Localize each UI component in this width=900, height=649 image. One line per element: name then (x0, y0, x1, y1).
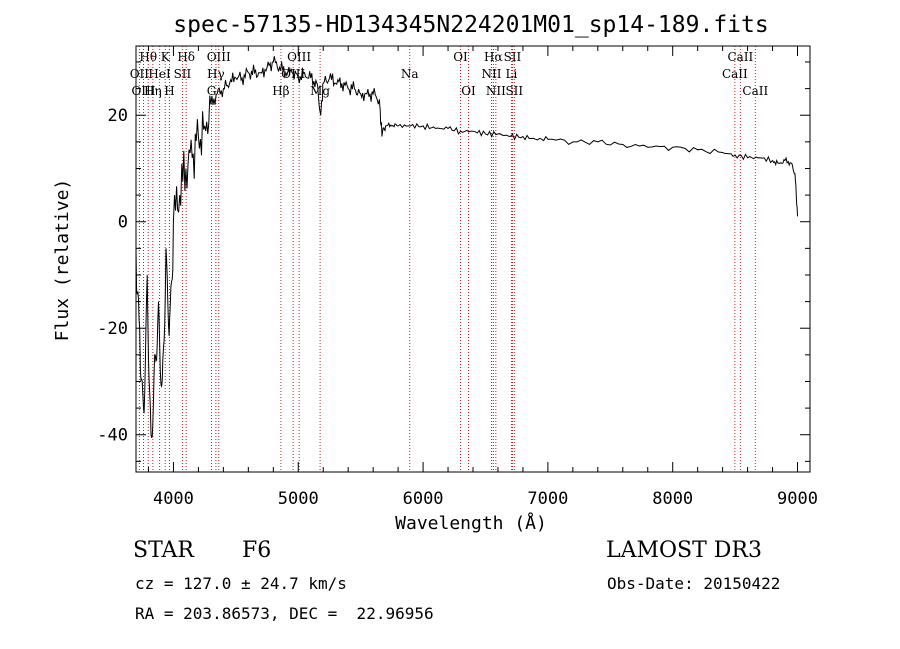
object-class: STAR (133, 538, 194, 563)
x-axis-label: Wavelength (Å) (395, 512, 547, 534)
marker-label: H (164, 84, 174, 98)
y-tick-label: -40 (97, 426, 128, 446)
object-subclass: F6 (242, 538, 272, 563)
y-tick-label: 20 (108, 106, 128, 126)
marker-label: SII (174, 67, 192, 81)
marker-label: Hθ (139, 50, 157, 64)
redshift-cz: cz = 127.0 ± 24.7 km/s (135, 574, 347, 593)
marker-label: HeI (148, 67, 171, 81)
x-tick-label: 9000 (777, 489, 818, 509)
marker-label: Hδ (177, 50, 195, 64)
x-tick-label: 4000 (153, 489, 194, 509)
series-line (135, 56, 798, 439)
survey-name: LAMOST DR3 (606, 538, 762, 563)
obs-date: Obs-Date: 20150422 (607, 574, 781, 593)
marker-label: NII (481, 67, 501, 81)
marker-label: Hγ (207, 67, 225, 81)
y-tick-label: -20 (97, 319, 128, 339)
y-tick-label: 0 (118, 213, 128, 233)
marker-label: G (207, 84, 217, 98)
marker-label: OIII (131, 84, 155, 98)
marker-label: Hβ (272, 84, 289, 98)
ra-dec: RA = 203.86573, DEC = 22.96956 (135, 604, 434, 623)
marker-label: Na (401, 67, 419, 81)
marker-label: OI (453, 50, 468, 64)
plot-frame (135, 45, 811, 473)
marker-label: OII (130, 67, 150, 81)
marker-label: Hη (144, 84, 162, 98)
marker-label: K (161, 50, 171, 64)
marker-label: CaII (742, 84, 768, 98)
marker-label: SII (504, 50, 522, 64)
marker-label: Li (506, 67, 518, 81)
x-tick-label: 6000 (403, 489, 444, 509)
marker-label: CaII (727, 50, 753, 64)
marker-label: CaII (722, 67, 748, 81)
spectrum-series (135, 56, 798, 439)
chart-title: spec-57135-HD134345N224201M01_sp14-189.f… (173, 12, 768, 38)
y-axis-label: Flux (relative) (52, 179, 73, 342)
x-tick-label: 7000 (527, 489, 568, 509)
marker-label: OIII (287, 50, 311, 64)
marker-label: OIII (207, 50, 231, 64)
x-tick-label: 8000 (652, 489, 693, 509)
marker-label: Hα (484, 50, 503, 64)
marker-label: Mg (310, 84, 330, 98)
marker-label: OI (461, 84, 476, 98)
axis-ticks: 4000 5000 6000 7000 8000 9000 -40 -20 0 20 (97, 46, 818, 509)
x-tick-label: 5000 (278, 489, 319, 509)
line-markers (138, 46, 756, 472)
marker-label: SII (505, 84, 523, 98)
marker-label: NII (486, 84, 506, 98)
